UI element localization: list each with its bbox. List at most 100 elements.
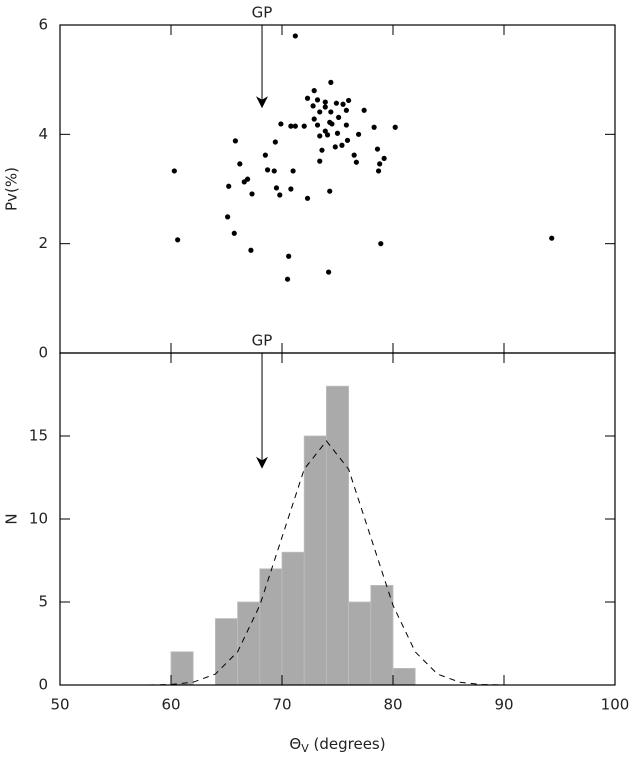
point [361,107,367,113]
point [288,186,294,192]
y-tick-label: 10 [29,510,48,528]
point [322,99,328,105]
point [284,276,291,282]
point [344,137,351,143]
point [324,132,331,138]
point [264,167,271,173]
y-tick-label: 15 [29,427,48,445]
x-tick-label: 100 [601,696,630,714]
point [339,142,345,148]
point [378,241,384,247]
point [225,214,231,220]
point [272,139,278,145]
y-tick-label: 0 [38,676,48,694]
x-tick-label: 80 [383,696,402,714]
point [277,192,283,198]
point [317,109,323,115]
point [232,138,238,144]
bar [370,585,394,686]
point [226,183,232,189]
y-axis-label: Pv(%) [3,167,21,211]
point [326,269,332,275]
annotation-label: GP [252,4,273,22]
x-tick-label: 50 [50,696,69,714]
point [333,100,339,106]
point [244,176,251,182]
point [377,161,383,167]
point [319,147,325,153]
point [353,159,359,165]
point [329,121,335,127]
point [371,124,377,130]
point [311,116,317,122]
point [290,168,296,174]
point [328,79,334,85]
point [314,122,321,128]
point [304,95,311,101]
bar [392,668,416,686]
point [392,124,398,130]
x-tick-label: 60 [161,696,180,714]
point [273,185,280,191]
x-label-symbol: Θ [289,735,301,753]
point [286,253,292,259]
point [278,121,284,127]
x-axis-label: ΘV (degrees) [289,735,385,756]
point [301,123,307,129]
bar [348,601,372,686]
point [322,104,328,110]
bar [281,551,305,686]
point [328,109,334,115]
point [340,101,346,107]
point [171,168,177,174]
point [327,188,333,194]
point [346,97,352,104]
point [175,237,181,243]
y-tick-label: 0 [38,344,48,362]
point [332,144,338,150]
bar [303,435,327,686]
point [292,33,298,39]
point [237,161,243,167]
point [374,146,381,152]
point [292,123,298,129]
bar [325,385,349,686]
y-tick-label: 5 [38,593,48,611]
annotation-label: GP [252,332,273,350]
point [381,155,387,161]
point [231,230,237,236]
bar [214,618,238,686]
plot-frame [59,24,616,354]
point [549,235,555,241]
bar [170,651,194,686]
y-tick-label: 6 [38,16,48,34]
point [311,88,317,94]
point [355,131,362,137]
point [304,195,311,201]
point [310,103,316,109]
point [271,168,277,174]
point [322,128,328,134]
point [343,107,349,113]
fit-curve [148,440,505,686]
point [351,152,357,158]
bar [259,568,283,686]
y-tick-label: 2 [38,234,48,252]
point [314,97,321,103]
point [317,158,323,164]
point [336,114,342,120]
y-tick-label: 4 [38,125,48,143]
bar [237,601,261,686]
point [334,130,341,136]
y-axis-label: N [3,513,21,524]
point [249,191,255,197]
point [248,247,254,253]
point [375,168,382,174]
point [288,123,294,129]
point [343,122,349,128]
x-tick-label: 70 [272,696,291,714]
point [262,152,268,158]
x-label-subscript: V [301,742,309,755]
x-tick-label: 90 [494,696,513,714]
